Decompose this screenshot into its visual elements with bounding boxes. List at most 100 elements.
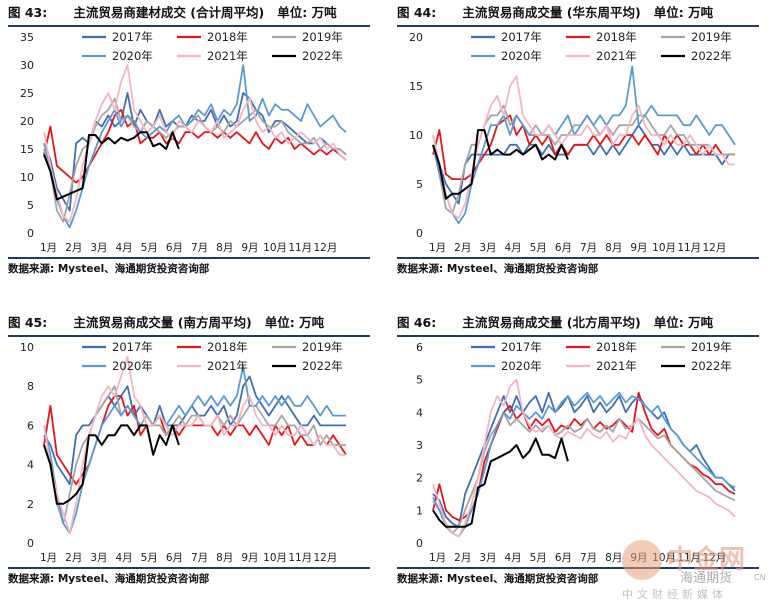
series-line-2019年	[43, 385, 346, 525]
y-tick-label: 0	[416, 537, 423, 550]
y-tick-label: 15	[409, 80, 423, 93]
legend-label: 2017年	[112, 340, 153, 354]
watermark-brand: 中金网	[667, 544, 745, 575]
x-tick-label: 6月	[555, 242, 572, 254]
x-tick-label: 1月	[429, 242, 446, 254]
figure-title: 主流贸易商成交量 (北方周平均)	[462, 315, 641, 330]
y-tick-label: 4	[416, 406, 423, 419]
series-line-2020年	[43, 64, 347, 229]
y-tick-label: 10	[20, 341, 34, 354]
figure-title: 主流贸易商建材成交 (合计周平均)	[73, 5, 265, 20]
legend-label: 2019年	[302, 340, 343, 354]
figure-label: 图 46:	[397, 315, 437, 330]
x-tick-label: 7月	[191, 552, 208, 564]
y-tick-label: 6	[416, 341, 423, 354]
x-tick-label: 2月	[65, 552, 82, 564]
y-tick-label: 20	[20, 115, 34, 128]
series-line-2020年	[432, 391, 736, 538]
legend-label: 2017年	[112, 30, 153, 44]
x-tick-label: 9月	[241, 242, 258, 254]
x-tick-label: 12月	[313, 242, 337, 254]
figure-title: 主流贸易商成交量 (南方周平均)	[73, 315, 252, 330]
series-line-2021年	[432, 378, 736, 538]
chart-panel-44: 图 44: 主流贸易商成交量 (华东周平均) 单位: 万吨 0 5 10 15 20 1月…	[397, 0, 767, 288]
y-tick-label: 20	[409, 31, 423, 44]
y-tick-label: 0	[27, 227, 34, 240]
y-tick-label: 5	[416, 374, 423, 387]
y-tick-label: 2	[416, 472, 423, 485]
x-tick-label: 10月	[263, 242, 287, 254]
legend-label: 2019年	[691, 30, 732, 44]
title-rule	[397, 335, 759, 337]
legend-label: 2018年	[207, 340, 248, 354]
title-rule	[8, 25, 370, 27]
legend-label: 2019年	[691, 340, 732, 354]
unit-label: 单位: 万吨	[264, 315, 325, 330]
x-tick-label: 4月	[115, 242, 132, 254]
figure-label: 图 44:	[397, 5, 437, 20]
x-tick-label: 5月	[530, 552, 547, 564]
x-tick-label: 3月	[90, 242, 107, 254]
x-tick-label: 8月	[216, 552, 233, 564]
x-tick-label: 6月	[166, 552, 183, 564]
x-tick-label: 4月	[115, 552, 132, 564]
line-chart: 0 5 10 15 20 1月 2月 3月 4月 5月 6月 7月 8月 9月 10月 11月 12月 2017年…	[409, 30, 736, 254]
series-line-2019年	[432, 411, 736, 535]
x-tick-label: 1月	[40, 242, 57, 254]
legend-label: 2021年	[207, 49, 248, 63]
legend-label: 2017年	[501, 30, 542, 44]
y-tick-label: 2	[27, 498, 34, 511]
x-tick-label: 1月	[429, 552, 446, 564]
figure-label: 图 43:	[8, 5, 48, 20]
series-line-2017年	[432, 391, 736, 528]
x-tick-label: 11月	[288, 242, 312, 254]
x-tick-label: 9月	[241, 552, 258, 564]
source-note: 数据来源: Mysteel、海通期货投资咨询部	[8, 573, 210, 585]
x-tick-label: 8月	[605, 242, 622, 254]
legend-label: 2022年	[302, 49, 343, 63]
x-tick-label: 2月	[454, 552, 471, 564]
legend-label: 2020年	[501, 49, 542, 63]
watermark-sub: 中文财经新媒体	[622, 587, 727, 601]
series-line-2022年	[432, 129, 569, 200]
chart-title: 图 43: 主流贸易商建材成交 (合计周平均) 单位: 万吨	[8, 0, 368, 26]
legend-label: 2022年	[691, 49, 732, 63]
y-tick-label: 15	[20, 143, 34, 156]
x-tick-label: 12月	[313, 552, 337, 564]
figure-title: 主流贸易商成交量 (华东周平均)	[462, 5, 641, 20]
figure-label: 图 45:	[8, 315, 48, 330]
source-rule	[8, 257, 370, 259]
x-tick-label: 9月	[630, 242, 647, 254]
legend-label: 2018年	[207, 30, 248, 44]
line-chart: 01234561月2月3月4月5月6月7月8月9月10月11月12月2017年2…	[416, 340, 736, 564]
x-tick-label: 4月	[504, 242, 521, 254]
y-tick-label: 25	[20, 87, 34, 100]
y-tick-label: 10	[409, 129, 423, 142]
x-tick-label: 12月	[702, 552, 726, 564]
x-tick-label: 11月	[288, 552, 312, 564]
source-note: 数据来源: Mysteel、海通期货投资咨询部	[8, 263, 210, 275]
x-tick-label: 8月	[216, 242, 233, 254]
series-line-2017年	[43, 375, 346, 486]
legend-label: 2018年	[596, 340, 637, 354]
x-tick-label: 11月	[677, 552, 701, 564]
source-rule	[8, 567, 370, 569]
series-line-2021年	[43, 64, 347, 223]
series-line-2019年	[43, 97, 347, 223]
source-rule	[397, 567, 759, 569]
series-line-2022年	[43, 131, 180, 201]
brand-circle-icon	[622, 540, 662, 580]
legend-label: 2022年	[302, 359, 343, 373]
y-tick-label: 35	[20, 31, 34, 44]
x-tick-label: 3月	[479, 552, 496, 564]
legend-label: 2019年	[302, 30, 343, 44]
x-tick-label: 2月	[454, 242, 471, 254]
x-tick-label: 10月	[263, 552, 287, 564]
x-tick-label: 11月	[677, 242, 701, 254]
x-tick-label: 2月	[65, 242, 82, 254]
line-chart: 0 2 4 6 8 10 1月 2月 3月 4月 5月 6月 7月 8月 9月 10月 11月 12月 2017年 2…	[20, 340, 347, 564]
source-note: 数据来源: Mysteel、海通期货投资咨询部	[397, 573, 599, 585]
series-line-2021年	[432, 75, 735, 220]
legend-label: 2022年	[691, 359, 732, 373]
series-line-2018年	[43, 108, 347, 184]
